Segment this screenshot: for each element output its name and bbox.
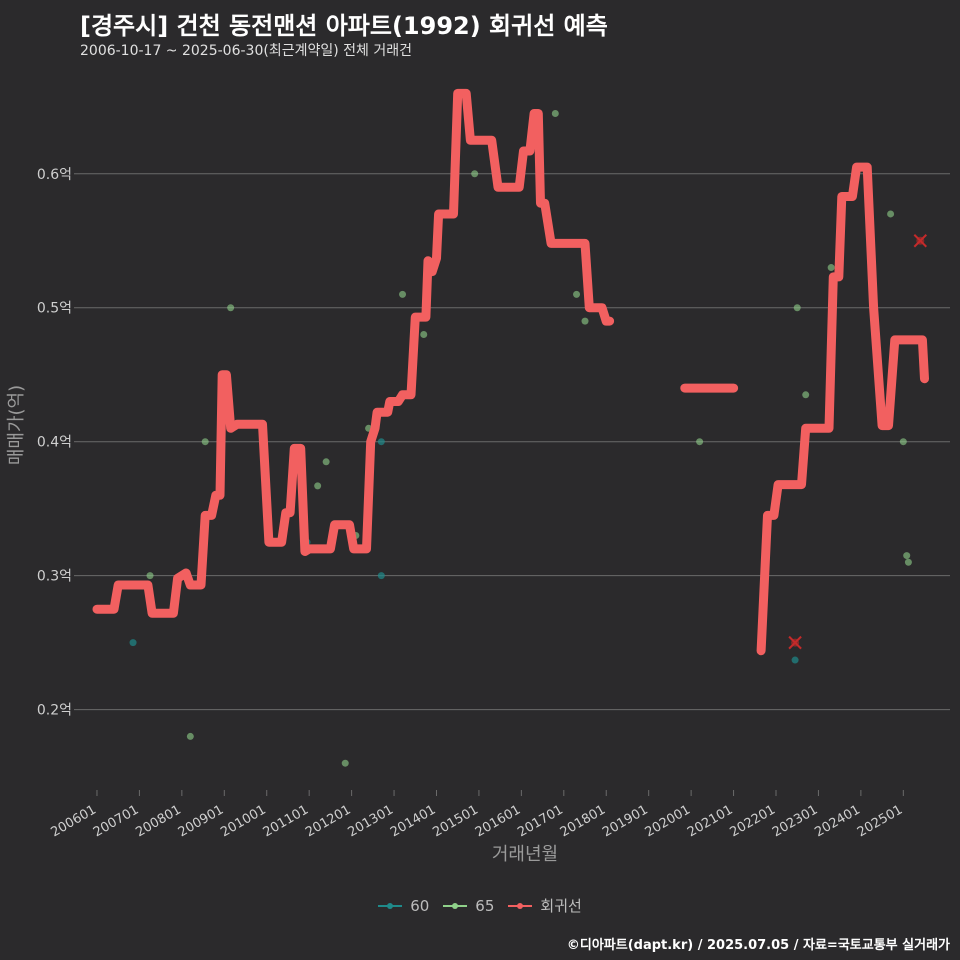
point-65 <box>322 458 330 466</box>
x-tick-label: 201601 <box>473 802 523 840</box>
y-tick-label: 0.3억 <box>37 569 72 585</box>
legend-item-60: 60 <box>378 895 429 916</box>
y-tick-label: 0.5억 <box>37 301 72 317</box>
x-tick-label: 202401 <box>812 802 862 840</box>
outlier-marker <box>788 635 802 650</box>
point-60 <box>129 639 137 647</box>
legend-label-regression: 회귀선 <box>540 897 582 915</box>
x-tick-label: 201001 <box>218 802 268 840</box>
legend-item-regression: 회귀선 <box>508 895 582 916</box>
x-tick-label: 201501 <box>430 802 480 840</box>
y-axis-title: 매매가(억) <box>6 385 27 465</box>
point-65 <box>903 552 911 560</box>
x-tick-label: 201801 <box>558 802 608 840</box>
point-65 <box>696 438 704 446</box>
regression-line <box>92 88 615 618</box>
y-tick-label: 0.2억 <box>37 703 72 719</box>
x-tick-label: 202501 <box>855 802 905 840</box>
point-65 <box>573 290 581 298</box>
chart-subtitle: 2006-10-17 ~ 2025-06-30(최근계약일) 전체 거래건 <box>80 43 412 59</box>
point-65 <box>314 482 322 490</box>
x-tick-label: 200601 <box>48 802 98 840</box>
point-65 <box>899 438 907 446</box>
x-axis-title: 거래년월 <box>492 844 558 865</box>
x-tick-label: 201101 <box>261 802 311 840</box>
y-tick-label: 0.4억 <box>37 435 72 451</box>
x-tick-label: 202201 <box>728 802 778 840</box>
point-65 <box>802 391 810 399</box>
outlier-cross <box>788 635 802 650</box>
point-60 <box>377 438 385 446</box>
point-65 <box>341 759 349 767</box>
outlier-marker <box>913 234 927 248</box>
point-65 <box>904 558 912 566</box>
x-tick-label: 201901 <box>600 802 650 840</box>
point-65 <box>551 109 559 117</box>
x-tick-label: 202301 <box>770 802 820 840</box>
point-65 <box>471 170 479 178</box>
legend-label-60: 60 <box>410 896 430 915</box>
x-tick-label: 201701 <box>515 802 565 840</box>
x-tick-label: 201201 <box>303 802 353 840</box>
point-65 <box>827 264 835 272</box>
point-65 <box>420 331 428 339</box>
y-tick-label: 0.6억 <box>37 167 72 183</box>
legend-label-65: 65 <box>475 896 495 915</box>
point-65 <box>793 304 801 312</box>
point-65 <box>227 304 235 312</box>
point-60 <box>791 656 799 664</box>
point-65 <box>581 317 589 325</box>
chart-title: [경주시] 건천 동전맨션 아파트(1992) 회귀선 예측 <box>80 12 608 40</box>
x-tick-label: 200801 <box>133 802 183 840</box>
point-60 <box>377 572 385 580</box>
x-tick-label: 202101 <box>685 802 735 840</box>
point-65 <box>186 732 194 740</box>
legend-item-65: 65 <box>443 895 494 916</box>
x-tick-label: 201401 <box>388 802 438 840</box>
point-65 <box>146 572 154 580</box>
legend: 60 65 회귀선 <box>0 895 960 916</box>
source-caption: ©디아파트(dapt.kr) / 2025.07.05 / 자료=국토교통부 실… <box>566 938 950 953</box>
point-65 <box>201 438 209 446</box>
x-tick-label: 201301 <box>346 802 396 840</box>
point-65 <box>399 290 407 298</box>
x-tick-label: 202001 <box>643 802 693 840</box>
outlier-cross <box>913 234 927 248</box>
x-tick-label: 200901 <box>176 802 226 840</box>
regression-line <box>756 162 929 656</box>
x-tick-label: 200701 <box>91 802 141 840</box>
point-65 <box>887 210 895 218</box>
